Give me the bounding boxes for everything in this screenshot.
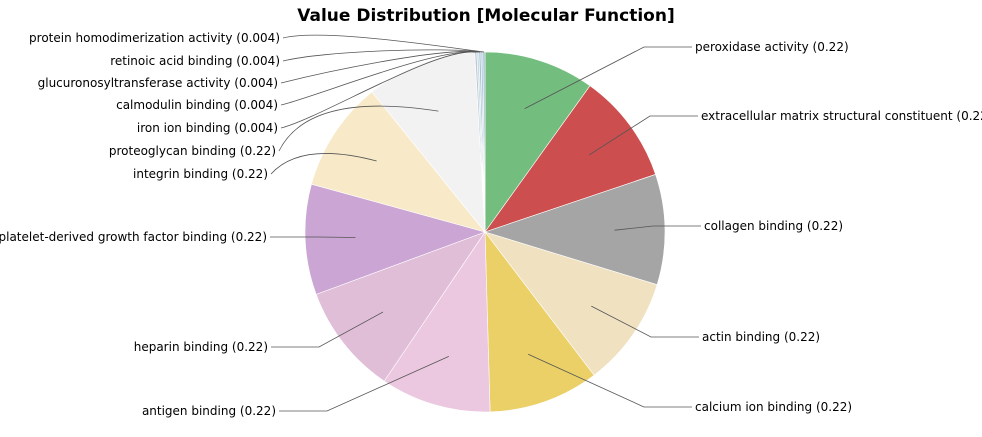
slice-label-calmodulin-binding: calmodulin binding (0.004) xyxy=(116,98,278,112)
slice-label-protein-homodimerization-activity: protein homodimerization activity (0.004… xyxy=(29,31,280,45)
slice-label-heparin-binding: heparin binding (0.22) xyxy=(134,340,268,354)
pie-slice-peroxidase-activity xyxy=(484,51,591,233)
slice-label-name: proteoglycan binding ( xyxy=(109,144,245,158)
slice-label-name: extracellular matrix structural constitu… xyxy=(701,109,961,123)
slice-label-name: protein homodimerization activity ( xyxy=(29,31,241,45)
slice-label-name: integrin binding ( xyxy=(133,167,237,181)
pie-slice-heparin-binding xyxy=(315,231,486,382)
slice-label-value: 0.22 xyxy=(817,40,844,54)
leader-line-protein-homodimerization-activity xyxy=(282,34,485,53)
slice-label-name: iron ion binding ( xyxy=(137,121,239,135)
slice-label-name: heparin binding ( xyxy=(134,340,237,354)
leader-line-peroxidase-activity xyxy=(524,46,692,109)
slice-label-actin-binding: actin binding (0.22) xyxy=(702,330,820,344)
slice-label-name: collagen binding ( xyxy=(704,219,812,233)
leader-line-proteoglycan-binding xyxy=(278,105,439,152)
slice-label-peroxidase-activity: peroxidase activity (0.22) xyxy=(695,40,849,54)
slice-label-value: 0.004 xyxy=(241,31,275,45)
leader-line-platelet-derived-growth-factor-binding xyxy=(270,236,356,238)
pie-slice-collagen-binding xyxy=(484,174,666,286)
leader-line-integrin-binding xyxy=(270,153,377,175)
slice-label-name: retinoic acid binding ( xyxy=(110,54,241,68)
slice-label-value: 0.22 xyxy=(236,230,263,244)
slice-label-value: 0.004 xyxy=(239,76,273,90)
slice-label-glucuronosyltransferase-activity: glucuronosyltransferase activity (0.004) xyxy=(38,76,278,90)
slice-label-value: 0.22 xyxy=(961,109,982,123)
slice-label-value: 0.004 xyxy=(239,121,273,135)
slice-label-value: 0.22 xyxy=(821,400,848,414)
slice-label-value: 0.22 xyxy=(237,340,264,354)
slice-label-iron-ion-binding: iron ion binding (0.004) xyxy=(137,121,278,135)
slice-label-name: calcium ion binding ( xyxy=(695,400,821,414)
leader-line-antigen-binding xyxy=(279,356,449,412)
chart-title: Value Distribution [Molecular Function] xyxy=(297,6,674,26)
slice-label-value: 0.22 xyxy=(245,144,272,158)
slice-label-name: glucuronosyltransferase activity ( xyxy=(38,76,239,90)
slice-labels: peroxidase activity (0.22) extracellular … xyxy=(0,31,982,418)
leader-line-actin-binding xyxy=(591,305,699,338)
slice-label-name: antigen binding ( xyxy=(142,404,245,418)
leader-line-collagen-binding xyxy=(614,225,701,231)
pie-slice-antigen-binding xyxy=(383,231,491,413)
slice-label-proteoglycan-binding: proteoglycan binding (0.22) xyxy=(109,144,276,158)
leader-line-iron-ion-binding xyxy=(280,51,476,129)
slice-label-platelet-derived-growth-factor-binding: platelet-derived growth factor binding (… xyxy=(0,230,267,244)
slice-label-extracellular-matrix-structural-constituent: extracellular matrix structural constitu… xyxy=(701,109,982,123)
slice-label-calcium-ion-binding: calcium ion binding (0.22) xyxy=(695,400,852,414)
pie-slice-integrin-binding xyxy=(311,91,486,233)
leader-line-retinoic-acid-binding xyxy=(282,49,482,62)
pie-slice-extracellular-matrix-structural-constituent xyxy=(484,85,656,233)
leader-line-glucuronosyltransferase-activity xyxy=(280,51,480,84)
slice-label-name: calmodulin binding ( xyxy=(116,98,239,112)
slice-label-value: 0.22 xyxy=(789,330,816,344)
slice-label-integrin-binding: integrin binding (0.22) xyxy=(133,167,268,181)
slice-label-retinoic-acid-binding: retinoic acid binding (0.004) xyxy=(110,54,280,68)
leader-line-calcium-ion-binding xyxy=(528,353,692,408)
pie-slice-proteoglycan-binding xyxy=(371,51,486,233)
leader-line-calmodulin-binding xyxy=(280,51,478,106)
slice-label-value: 0.22 xyxy=(812,219,839,233)
leader-line-extracellular-matrix-structural-constituent xyxy=(588,115,698,156)
slice-label-value: 0.22 xyxy=(237,167,264,181)
slice-label-value: 0.22 xyxy=(245,404,272,418)
slice-label-name: actin binding ( xyxy=(702,330,789,344)
slice-label-value: 0.004 xyxy=(241,54,275,68)
slice-label-antigen-binding: antigen binding (0.22) xyxy=(142,404,276,418)
pie-slice-actin-binding xyxy=(484,231,658,376)
pie-slice-platelet-derived-growth-factor-binding xyxy=(304,183,486,295)
pie-slices xyxy=(304,51,666,413)
slice-label-name: platelet-derived growth factor binding ( xyxy=(0,230,236,244)
slice-label-value: 0.004 xyxy=(239,98,273,112)
label-leader-lines xyxy=(270,34,701,412)
leader-line-heparin-binding xyxy=(271,311,384,348)
slice-label-collagen-binding: collagen binding (0.22) xyxy=(704,219,843,233)
pie-slice-calcium-ion-binding xyxy=(484,231,595,413)
slice-label-name: peroxidase activity ( xyxy=(695,40,817,54)
